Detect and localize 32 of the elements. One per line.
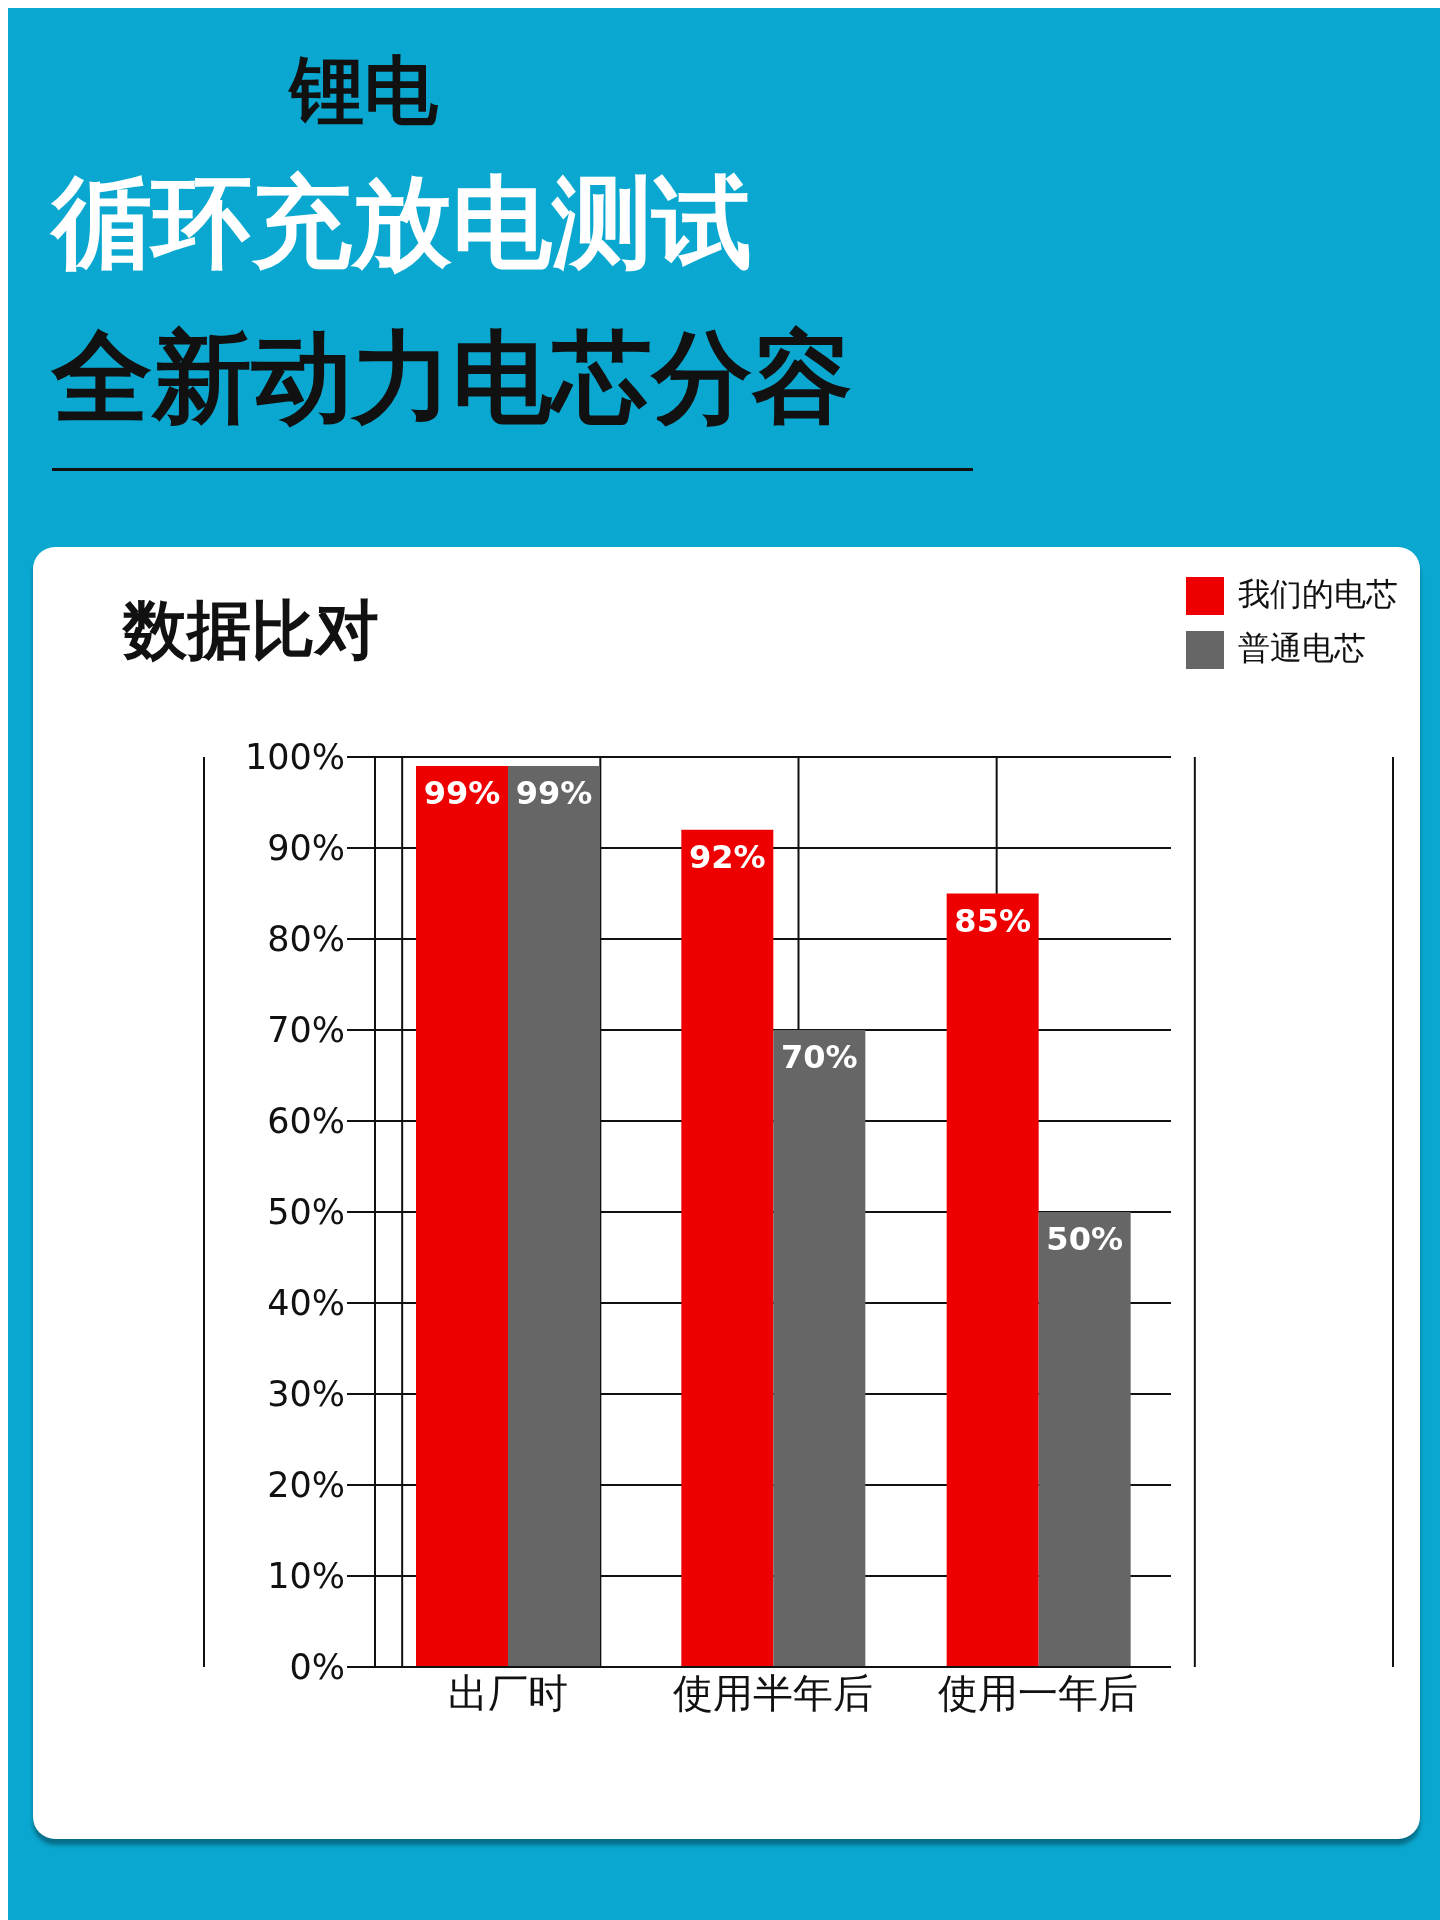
y-tick-label: 50% bbox=[267, 1192, 345, 1233]
y-tick-label: 30% bbox=[267, 1374, 345, 1415]
data-label: 85% bbox=[954, 901, 1031, 940]
data-label: 70% bbox=[781, 1038, 858, 1076]
y-tick-label: 60% bbox=[267, 1101, 345, 1142]
x-tick-label: 使用半年后 bbox=[673, 1670, 873, 1717]
bar bbox=[773, 1030, 866, 1667]
y-tick-label: 80% bbox=[267, 919, 345, 960]
data-label: 99% bbox=[423, 774, 501, 813]
y-tick-label: 70% bbox=[267, 1010, 345, 1051]
bar bbox=[508, 766, 600, 1667]
y-tick-label: 20% bbox=[267, 1465, 345, 1506]
data-label: 99% bbox=[515, 774, 593, 813]
x-tick-label: 出厂时 bbox=[447, 1670, 568, 1717]
legend-label: 普通电芯 bbox=[1238, 629, 1366, 667]
text: 锂电 bbox=[290, 47, 438, 133]
y-tick-label: 90% bbox=[267, 828, 345, 869]
y-tick-label: 10% bbox=[267, 1556, 345, 1597]
y-tick-label: 100% bbox=[244, 737, 345, 778]
text: 循环充放电测试 bbox=[52, 164, 752, 281]
legend-label: 我们的电芯 bbox=[1238, 575, 1398, 613]
y-tick-label: 0% bbox=[289, 1647, 345, 1688]
y-tick-label: 40% bbox=[267, 1283, 345, 1324]
data-label: 50% bbox=[1046, 1220, 1123, 1258]
data-label: 92% bbox=[689, 837, 766, 876]
bar bbox=[1038, 1212, 1131, 1667]
chart-title: 数据比对 bbox=[123, 592, 379, 669]
x-tick-label: 使用一年后 bbox=[938, 1670, 1139, 1717]
bar bbox=[681, 829, 774, 1667]
bar bbox=[946, 893, 1039, 1667]
text: 全新动力电芯分容 bbox=[52, 319, 852, 436]
bar bbox=[416, 766, 508, 1667]
